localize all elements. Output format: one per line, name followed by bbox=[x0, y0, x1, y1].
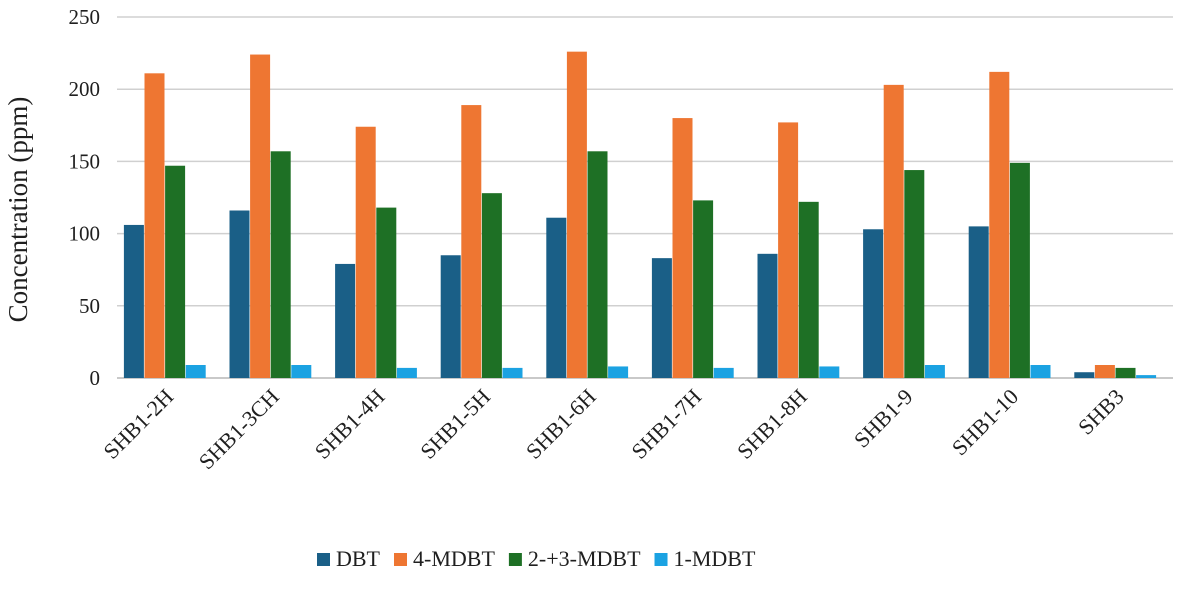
x-category-label: SHB1-10 bbox=[947, 384, 1023, 460]
bar bbox=[376, 208, 396, 378]
bar bbox=[652, 258, 672, 378]
bar bbox=[588, 151, 608, 378]
legend-item: 2-+3-MDBT bbox=[509, 546, 641, 571]
bar bbox=[145, 73, 165, 378]
y-tick-label: 50 bbox=[79, 294, 100, 318]
bar bbox=[1074, 372, 1094, 378]
bar bbox=[714, 368, 734, 378]
bar bbox=[165, 166, 185, 378]
x-category-label: SHB1-2H bbox=[98, 384, 178, 464]
legend-swatch bbox=[655, 553, 668, 566]
bar bbox=[819, 366, 839, 378]
y-tick-label: 0 bbox=[90, 366, 101, 390]
legend-item: 1-MDBT bbox=[655, 546, 756, 571]
bar bbox=[441, 255, 461, 378]
bars bbox=[124, 52, 1156, 378]
x-category-label: SHB1-8H bbox=[732, 384, 812, 464]
y-tick-label: 200 bbox=[69, 77, 101, 101]
bar bbox=[250, 55, 270, 378]
bar bbox=[904, 170, 924, 378]
bar bbox=[1136, 375, 1156, 378]
bar bbox=[503, 368, 523, 378]
x-category-label: SHB1-5H bbox=[415, 384, 495, 464]
bar bbox=[673, 118, 693, 378]
bar bbox=[989, 72, 1009, 378]
bar bbox=[863, 229, 883, 378]
bar bbox=[546, 218, 566, 378]
bar bbox=[1031, 365, 1051, 378]
legend-swatch bbox=[509, 553, 522, 566]
x-category-label: SHB3 bbox=[1073, 384, 1129, 440]
bar bbox=[230, 210, 250, 378]
bar bbox=[608, 366, 628, 378]
bar bbox=[799, 202, 819, 378]
y-tick-label: 150 bbox=[69, 149, 101, 173]
x-category-label: SHB1-3CH bbox=[194, 384, 284, 474]
y-tick-label: 250 bbox=[69, 5, 101, 29]
bar bbox=[186, 365, 206, 378]
bar bbox=[758, 254, 778, 378]
bar bbox=[461, 105, 481, 378]
legend-label: 4-MDBT bbox=[413, 546, 495, 571]
x-category-label: SHB1-9 bbox=[849, 384, 918, 453]
y-axis-ticks: 0 50 100 150 200 250 bbox=[69, 5, 101, 390]
bar bbox=[693, 200, 713, 378]
bar bbox=[291, 365, 311, 378]
y-tick-label: 100 bbox=[69, 222, 101, 246]
legend-item: 4-MDBT bbox=[394, 546, 495, 571]
bar bbox=[778, 122, 798, 378]
x-category-label: SHB1-6H bbox=[521, 384, 601, 464]
legend: DBT 4-MDBT 2-+3-MDBT 1-MDBT bbox=[317, 546, 756, 571]
bar bbox=[124, 225, 144, 378]
bar bbox=[969, 226, 989, 378]
legend-item: DBT bbox=[317, 546, 381, 571]
legend-swatch bbox=[317, 553, 330, 566]
bar bbox=[1010, 163, 1030, 378]
x-category-label: SHB1-4H bbox=[310, 384, 390, 464]
x-category-label: SHB1-7H bbox=[626, 384, 706, 464]
bar bbox=[567, 52, 587, 378]
y-axis-title: Concentration (ppm) bbox=[3, 97, 33, 323]
legend-swatch bbox=[394, 553, 407, 566]
bar bbox=[1116, 368, 1136, 378]
x-axis-categories: SHB1-2H SHB1-3CH SHB1-4H SHB1-5H SHB1-6H SHB1… bbox=[98, 384, 1128, 474]
legend-label: 2-+3-MDBT bbox=[528, 546, 641, 571]
bar bbox=[271, 151, 291, 378]
bar bbox=[1095, 365, 1115, 378]
legend-label: 1-MDBT bbox=[674, 546, 756, 571]
bar bbox=[356, 127, 376, 378]
bar bbox=[884, 85, 904, 378]
bar bbox=[925, 365, 945, 378]
legend-label: DBT bbox=[336, 546, 381, 571]
bar bbox=[397, 368, 417, 378]
bar bbox=[482, 193, 502, 378]
bar bbox=[335, 264, 355, 378]
